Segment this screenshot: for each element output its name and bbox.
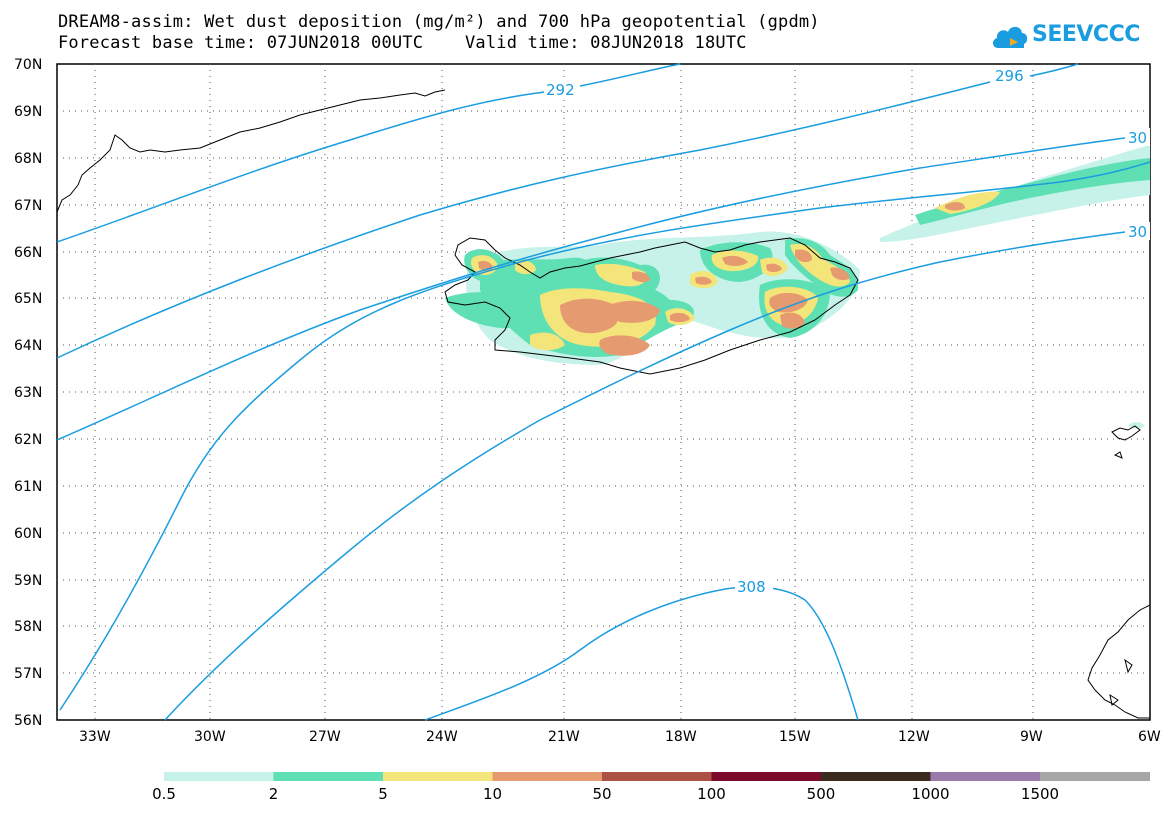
legend-label: 1500: [1021, 785, 1059, 803]
color-legend: 0.5 2 5 10 50 100 500 1000 1500: [152, 772, 1150, 803]
legend-label: 2: [269, 785, 279, 803]
coastlines: [56, 89, 1151, 719]
latitude-axis: 70N 69N 68N 67N 66N 65N 64N 63N 62N 61N …: [14, 57, 42, 729]
lat-label: 67N: [14, 198, 42, 214]
lat-label: 70N: [14, 57, 42, 73]
legend-swatch: [273, 772, 384, 781]
contour-label-296: 296: [995, 67, 1024, 85]
legend-swatch: [602, 772, 712, 781]
lat-label: 59N: [14, 573, 42, 589]
contour-label-30b: 30: [1128, 223, 1147, 241]
lon-label: 21W: [548, 729, 580, 745]
legend-swatch: [164, 772, 274, 781]
lat-label: 65N: [14, 291, 42, 307]
legend-label: 50: [592, 785, 611, 803]
lon-label: 27W: [309, 729, 341, 745]
dust-deposition-field: [445, 145, 1150, 429]
lat-label: 68N: [14, 151, 42, 167]
lat-label: 58N: [14, 619, 42, 635]
legend-label: 1000: [911, 785, 949, 803]
map-subtitle: Forecast base time: 07JUN2018 00UTC Vali…: [58, 33, 747, 53]
longitude-axis: 33W 30W 27W 24W 21W 18W 15W 12W 9W 6W: [79, 729, 1161, 745]
lon-label: 30W: [194, 729, 226, 745]
lat-label: 57N: [14, 666, 42, 682]
legend-swatch: [930, 772, 1041, 781]
lon-label: 18W: [665, 729, 697, 745]
legend-swatch: [821, 772, 931, 781]
lat-label: 64N: [14, 338, 42, 354]
lat-label: 69N: [14, 104, 42, 120]
lat-label: 66N: [14, 245, 42, 261]
contour-label-292: 292: [546, 81, 575, 99]
legend-swatch: [383, 772, 493, 781]
legend-label: 500: [807, 785, 836, 803]
legend-label: 10: [483, 785, 502, 803]
legend-swatch: [711, 772, 822, 781]
legend-label: 100: [697, 785, 726, 803]
lat-label: 61N: [14, 479, 42, 495]
lon-label: 9W: [1020, 729, 1043, 745]
lat-label: 63N: [14, 385, 42, 401]
map-title: DREAM8-assim: Wet dust deposition (mg/m²…: [58, 12, 820, 32]
lon-label: 24W: [426, 729, 458, 745]
lat-label: 60N: [14, 526, 42, 542]
logo-text: SEEVCCC: [1032, 22, 1140, 47]
lon-label: 12W: [898, 729, 930, 745]
contour-label-308: 308: [737, 578, 766, 596]
geopotential-contours: [56, 63, 1151, 721]
lon-label: 6W: [1138, 729, 1161, 745]
lat-label: 56N: [14, 713, 42, 729]
legend-label: 5: [378, 785, 388, 803]
lat-label: 62N: [14, 432, 42, 448]
legend-swatch: [492, 772, 603, 781]
lon-label: 33W: [79, 729, 111, 745]
lon-label: 15W: [779, 729, 811, 745]
contour-label-30a: 30: [1128, 129, 1147, 147]
legend-label: 0.5: [152, 785, 176, 803]
contour-labels: 292 296 30 30 308: [544, 66, 1150, 596]
legend-swatch: [1040, 772, 1150, 781]
cloud-icon: [992, 26, 1028, 48]
